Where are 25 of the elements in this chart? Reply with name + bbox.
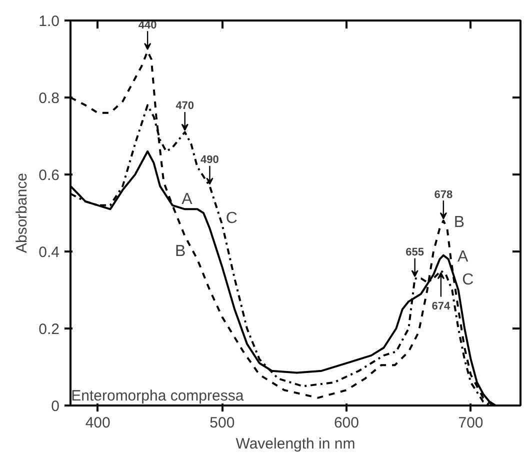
annotation: 674	[432, 300, 451, 312]
annotation: A	[458, 248, 469, 266]
annotation: B	[454, 214, 464, 231]
x-tick-label: 400	[85, 414, 110, 432]
annotation: Enteromorpha compressa	[71, 388, 244, 405]
y-tick-label: 1.0	[38, 13, 60, 30]
y-tick-label: 0.4	[38, 244, 60, 261]
annotation: A	[182, 190, 193, 208]
y-tick-label: 0.2	[38, 321, 60, 338]
annotation: 440	[138, 19, 157, 32]
annotation: 490	[200, 154, 219, 166]
x-axis-title: Wavelength in nm	[236, 436, 356, 452]
y-tick-label: 0.8	[38, 90, 60, 107]
annotation: C	[462, 272, 474, 289]
annotation: 678	[434, 188, 453, 201]
y-tick-label: 0.6	[38, 167, 60, 184]
annotation: B	[174, 243, 186, 260]
y-axis-title: Absorbance	[14, 172, 31, 254]
annotation: 655	[406, 246, 424, 258]
x-tick-label: 700	[458, 414, 484, 432]
annotation: C	[226, 210, 238, 228]
y-tick-label: 0	[51, 398, 60, 415]
annotation: 470	[176, 100, 194, 112]
x-tick-label: 500	[210, 414, 235, 432]
x-tick-label: 600	[334, 414, 359, 432]
